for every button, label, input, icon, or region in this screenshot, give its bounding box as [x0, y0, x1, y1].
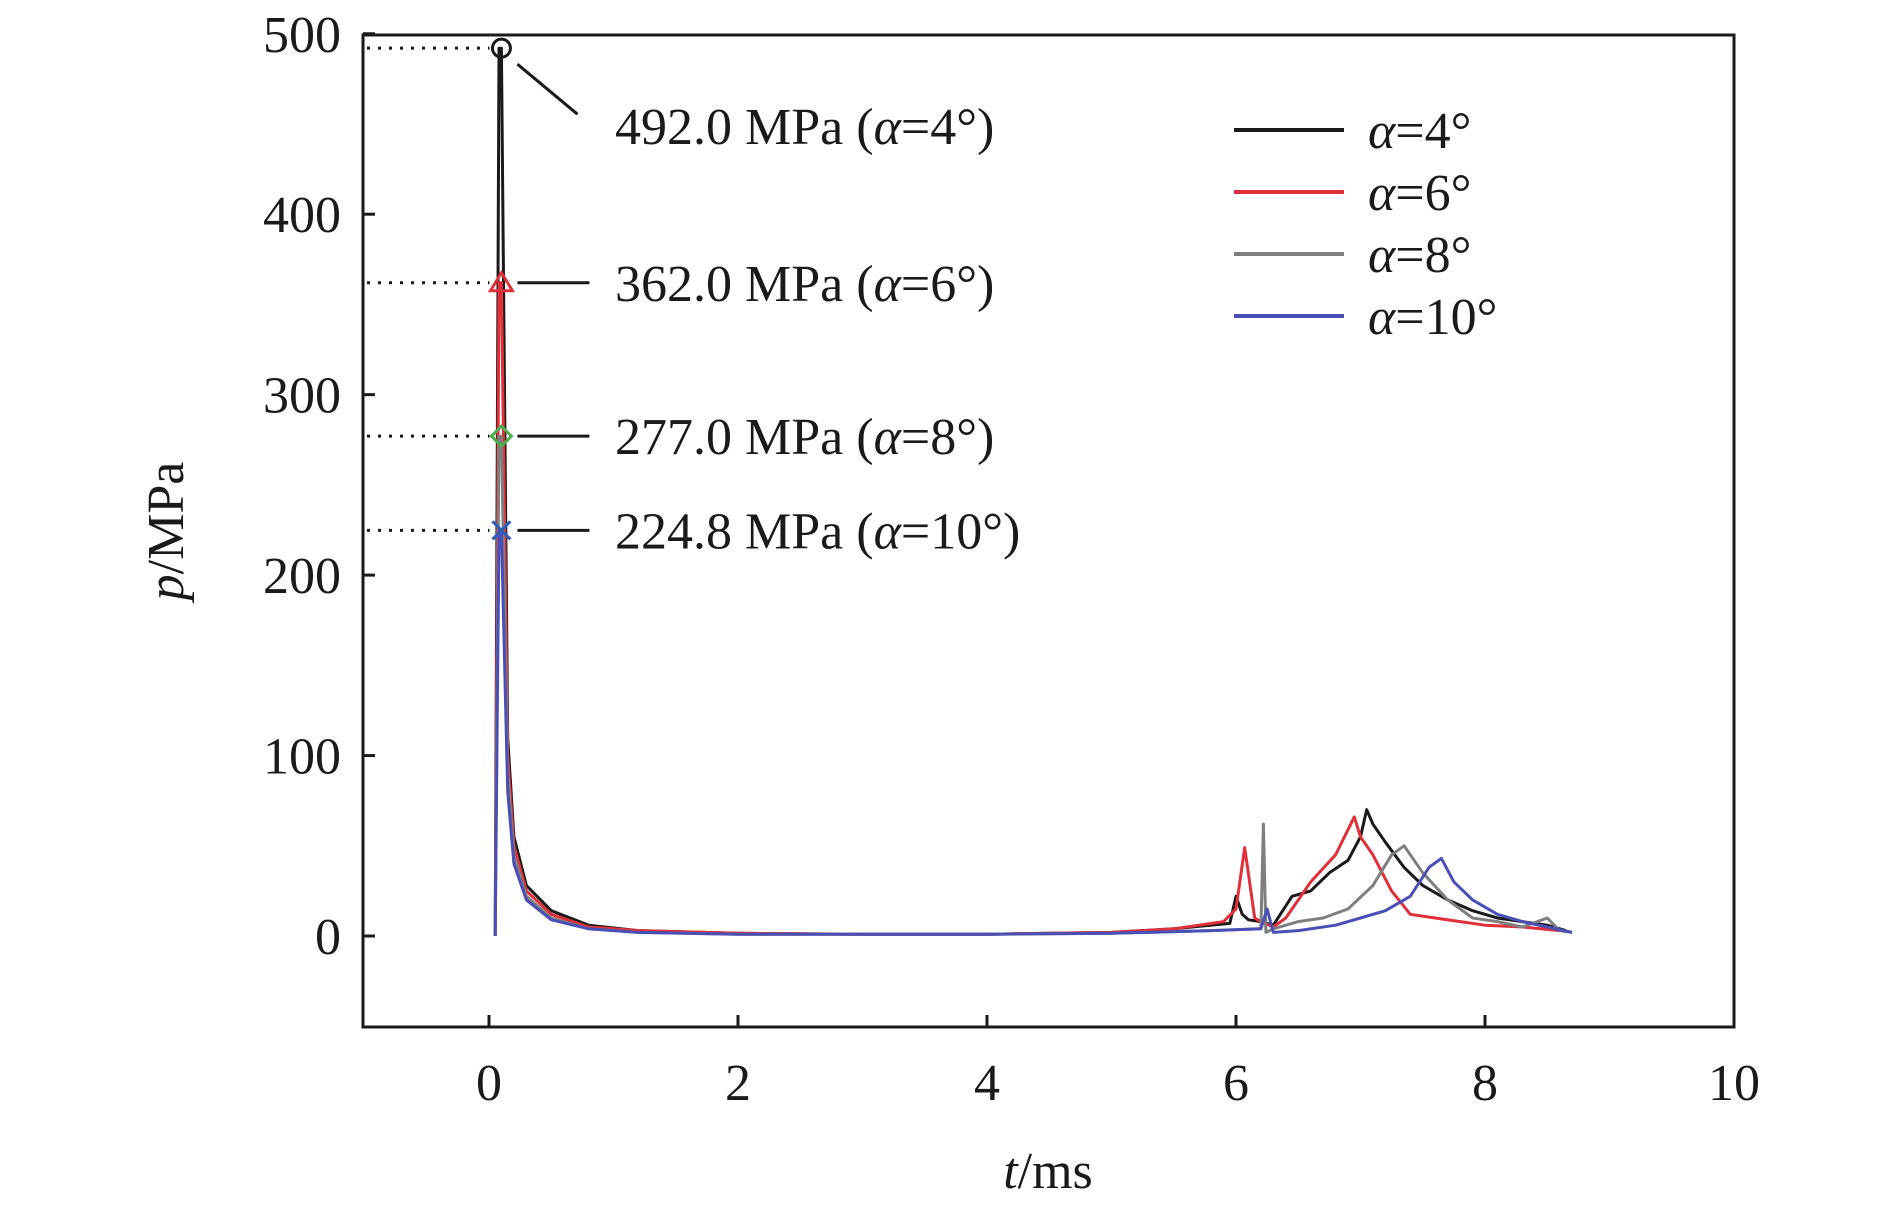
peak-label: 224.8 MPa (α=10°) [615, 503, 1020, 560]
peak-angle-value: =10°) [901, 503, 1020, 560]
annotation-layer: 492.0 MPa (α=4°)362.0 MPa (α=6°)277.0 MP… [367, 37, 1020, 560]
x-tick-label: 4 [974, 1055, 1000, 1112]
series-line-1 [493, 46, 1567, 937]
legend-value: =10° [1395, 289, 1497, 346]
peak-marker-triangle [487, 269, 516, 293]
peak-annotation-4: 224.8 MPa (α=10°) [367, 503, 1020, 560]
legend-label: α=4° [1368, 103, 1471, 160]
peak-marker-cross [491, 520, 512, 541]
peak-value: 362.0 MPa [615, 256, 843, 313]
y-tick-label: 100 [263, 729, 341, 786]
series-line-3 [493, 434, 1573, 937]
legend-label: α=10° [1368, 289, 1497, 346]
x-axis-variable: t [1003, 1143, 1019, 1200]
x-tick-label: 8 [1472, 1055, 1498, 1112]
peak-value: 224.8 MPa [615, 503, 843, 560]
legend-item-4: α=10° [1234, 289, 1497, 346]
series-layer [493, 46, 1573, 937]
legend-label: α=8° [1368, 227, 1471, 284]
y-axis-unit: /MPa [138, 462, 195, 575]
legend-label: α=6° [1368, 165, 1471, 222]
y-axis-variable: p [138, 574, 195, 604]
peak-paren: ( [843, 256, 873, 313]
peak-angle-symbol: α [874, 256, 903, 313]
x-axis-title: t/ms [1003, 1143, 1093, 1200]
legend-value: =8° [1395, 227, 1471, 284]
peak-marker-diamond [489, 424, 514, 449]
legend-symbol: α [1368, 289, 1397, 346]
peak-label: 277.0 MPa (α=8°) [615, 409, 994, 466]
legend-item-2: α=6° [1234, 165, 1471, 222]
legend-value: =4° [1395, 103, 1471, 160]
peak-angle-symbol: α [874, 503, 903, 560]
x-tick-label: 0 [476, 1055, 502, 1112]
peak-annotation-3: 277.0 MPa (α=8°) [367, 409, 994, 466]
y-axis-title: p/MPa [138, 462, 195, 605]
peak-annotation-2: 362.0 MPa (α=6°) [367, 256, 994, 313]
x-axis: 0 2 4 6 8 10 [476, 1015, 1760, 1112]
peak-value: 277.0 MPa [615, 409, 843, 466]
legend-item-3: α=8° [1234, 227, 1471, 284]
series-line-2 [493, 281, 1560, 937]
peak-label: 362.0 MPa (α=6°) [615, 256, 994, 313]
peak-marker-circle [490, 37, 512, 59]
peak-leader-line [516, 63, 579, 116]
peak-label: 492.0 MPa (α=4°) [615, 99, 994, 156]
peak-angle-symbol: α [874, 99, 903, 156]
peak-paren: ( [843, 99, 873, 156]
legend-symbol: α [1368, 165, 1397, 222]
peak-paren: ( [843, 503, 873, 560]
y-tick-label: 0 [315, 909, 341, 966]
x-tick-label: 2 [725, 1055, 751, 1112]
peak-angle-value: =4°) [901, 99, 994, 156]
peak-annotation-1: 492.0 MPa (α=4°) [367, 37, 994, 156]
legend-value: =6° [1395, 165, 1471, 222]
x-tick-label: 10 [1708, 1055, 1760, 1112]
legend-symbol: α [1368, 103, 1397, 160]
peak-angle-value: =8°) [901, 409, 994, 466]
peak-value: 492.0 MPa [615, 99, 843, 156]
x-tick-label: 6 [1223, 1055, 1249, 1112]
y-axis: 0 100 200 300 400 500 [263, 7, 375, 966]
legend: α=4°α=6°α=8°α=10° [1234, 103, 1497, 346]
y-tick-label: 400 [263, 187, 341, 244]
y-tick-label: 200 [263, 548, 341, 605]
peak-angle-value: =6°) [901, 256, 994, 313]
plot-frame [361, 33, 1736, 1029]
y-tick-label: 500 [263, 7, 341, 64]
legend-symbol: α [1368, 227, 1397, 284]
y-tick-label: 300 [263, 368, 341, 425]
peak-paren: ( [843, 409, 873, 466]
legend-item-1: α=4° [1234, 103, 1471, 160]
peak-angle-symbol: α [874, 409, 903, 466]
series-line-4 [493, 528, 1573, 937]
x-axis-unit: /ms [1018, 1143, 1093, 1200]
